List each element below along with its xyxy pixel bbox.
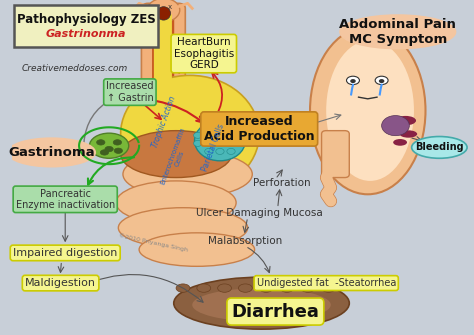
Ellipse shape bbox=[193, 132, 202, 138]
Text: Impaired digestion: Impaired digestion bbox=[13, 248, 118, 258]
Ellipse shape bbox=[139, 233, 255, 266]
Text: Undigested fat  -Steatorrhea: Undigested fat -Steatorrhea bbox=[256, 278, 396, 288]
Ellipse shape bbox=[97, 140, 105, 145]
Ellipse shape bbox=[216, 140, 224, 146]
Ellipse shape bbox=[350, 79, 356, 83]
Ellipse shape bbox=[382, 116, 410, 136]
Ellipse shape bbox=[346, 76, 359, 85]
Ellipse shape bbox=[280, 284, 294, 292]
FancyBboxPatch shape bbox=[321, 131, 349, 178]
Ellipse shape bbox=[216, 132, 224, 138]
FancyBboxPatch shape bbox=[14, 5, 157, 47]
Ellipse shape bbox=[205, 124, 213, 130]
Ellipse shape bbox=[227, 140, 235, 146]
FancyBboxPatch shape bbox=[154, 14, 172, 130]
Text: x: x bbox=[155, 4, 160, 10]
Ellipse shape bbox=[192, 288, 331, 322]
Text: Bleeding: Bleeding bbox=[415, 142, 464, 152]
Ellipse shape bbox=[227, 148, 235, 154]
Text: Abdominal Pain
MC Symptom: Abdominal Pain MC Symptom bbox=[339, 18, 456, 46]
Text: Ulcer Damaging Mucosa: Ulcer Damaging Mucosa bbox=[196, 208, 323, 218]
Ellipse shape bbox=[238, 140, 246, 146]
Ellipse shape bbox=[114, 148, 122, 153]
Ellipse shape bbox=[395, 116, 416, 125]
Text: Gastrinonma: Gastrinonma bbox=[46, 29, 126, 40]
Ellipse shape bbox=[411, 137, 467, 158]
Ellipse shape bbox=[216, 124, 224, 130]
Ellipse shape bbox=[205, 140, 213, 146]
Ellipse shape bbox=[310, 27, 426, 194]
Text: ©2010 Priyanga Singh: ©2010 Priyanga Singh bbox=[118, 233, 188, 253]
Ellipse shape bbox=[227, 132, 235, 138]
FancyBboxPatch shape bbox=[152, 12, 174, 126]
Ellipse shape bbox=[216, 148, 224, 154]
Ellipse shape bbox=[121, 131, 231, 178]
Text: Pancreatic
Enzyme inactivation: Pancreatic Enzyme inactivation bbox=[16, 189, 115, 210]
Text: Perforation: Perforation bbox=[254, 178, 311, 188]
Ellipse shape bbox=[238, 132, 246, 138]
Ellipse shape bbox=[238, 284, 252, 292]
Ellipse shape bbox=[147, 0, 180, 22]
Ellipse shape bbox=[321, 284, 336, 292]
Text: Parietal Cells: Parietal Cells bbox=[200, 122, 226, 173]
Ellipse shape bbox=[113, 140, 121, 145]
Ellipse shape bbox=[205, 132, 213, 138]
Ellipse shape bbox=[157, 7, 171, 20]
Text: x: x bbox=[168, 4, 172, 10]
Ellipse shape bbox=[400, 130, 417, 138]
Ellipse shape bbox=[105, 146, 113, 152]
FancyBboxPatch shape bbox=[141, 3, 185, 134]
Text: HeartBurn
Esophagitis
GERD: HeartBurn Esophagitis GERD bbox=[173, 37, 234, 70]
Ellipse shape bbox=[259, 284, 273, 292]
Ellipse shape bbox=[326, 40, 414, 181]
Ellipse shape bbox=[100, 150, 109, 155]
Ellipse shape bbox=[379, 79, 384, 83]
Ellipse shape bbox=[205, 148, 213, 154]
Text: Increased
Acid Production: Increased Acid Production bbox=[204, 115, 315, 143]
Ellipse shape bbox=[393, 139, 407, 146]
Ellipse shape bbox=[8, 138, 95, 167]
Text: Enterochromaffin
Cells: Enterochromaffin Cells bbox=[160, 127, 192, 188]
Ellipse shape bbox=[90, 133, 129, 158]
Text: Gastrinoma: Gastrinoma bbox=[8, 146, 95, 159]
Ellipse shape bbox=[121, 75, 259, 193]
Text: Increased
↑ Gastrin: Increased ↑ Gastrin bbox=[106, 81, 154, 103]
Ellipse shape bbox=[174, 277, 349, 329]
Ellipse shape bbox=[301, 284, 315, 292]
Ellipse shape bbox=[176, 284, 190, 292]
Ellipse shape bbox=[116, 181, 236, 224]
Ellipse shape bbox=[118, 208, 247, 248]
Text: Trophic Action: Trophic Action bbox=[151, 95, 178, 149]
Text: Pathophysiology ZES: Pathophysiology ZES bbox=[17, 13, 155, 26]
Text: Maldigestion: Maldigestion bbox=[25, 278, 96, 288]
Ellipse shape bbox=[123, 151, 252, 198]
Ellipse shape bbox=[227, 124, 235, 130]
Ellipse shape bbox=[375, 76, 388, 85]
Ellipse shape bbox=[218, 284, 231, 292]
Ellipse shape bbox=[340, 15, 456, 49]
Text: Diarrhea: Diarrhea bbox=[231, 303, 319, 321]
Text: Creativemeddoses.com: Creativemeddoses.com bbox=[21, 64, 128, 73]
Text: Malabsorption: Malabsorption bbox=[208, 236, 283, 246]
Ellipse shape bbox=[193, 140, 202, 146]
Ellipse shape bbox=[197, 284, 211, 292]
Ellipse shape bbox=[194, 121, 246, 161]
